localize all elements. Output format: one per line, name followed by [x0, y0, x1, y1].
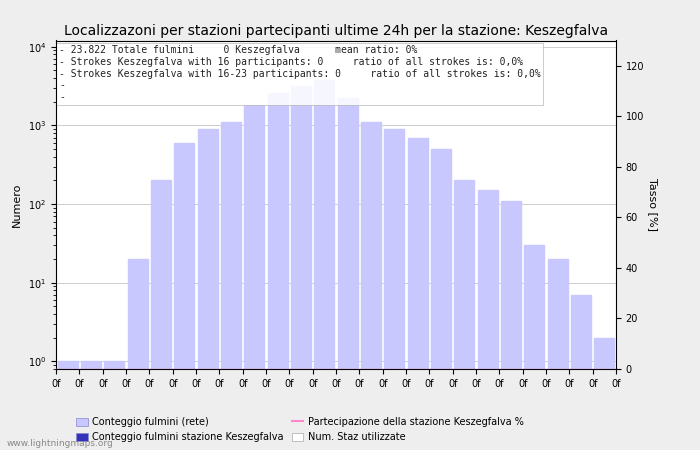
Bar — [524, 245, 545, 450]
Bar — [407, 138, 428, 450]
Y-axis label: Numero: Numero — [12, 183, 22, 227]
Bar — [431, 149, 451, 450]
Bar — [267, 93, 288, 450]
Bar — [501, 201, 521, 450]
Title: Localizzazoni per stazioni partecipanti ultime 24h per la stazione: Keszegfalva: Localizzazoni per stazioni partecipanti … — [64, 24, 608, 38]
Text: - 23.822 Totale fulmini     0 Keszegfalva      mean ratio: 0%
- Strokes Keszegfa: - 23.822 Totale fulmini 0 Keszegfalva me… — [59, 45, 540, 102]
Bar — [81, 361, 101, 450]
Bar — [291, 86, 311, 450]
Bar — [314, 80, 334, 450]
Bar — [571, 295, 591, 450]
Bar — [454, 180, 475, 450]
Bar — [221, 122, 241, 450]
Text: www.lightningmaps.org: www.lightningmaps.org — [7, 439, 113, 448]
Bar — [384, 129, 404, 450]
Bar — [151, 180, 171, 450]
Bar — [104, 361, 125, 450]
Legend: Conteggio fulmini (rete), Conteggio fulmini stazione Keszegfalva, Partecipazione: Conteggio fulmini (rete), Conteggio fulm… — [72, 413, 528, 446]
Bar — [244, 105, 265, 450]
Bar — [594, 338, 615, 450]
Bar — [477, 190, 498, 450]
Bar — [337, 99, 358, 450]
Y-axis label: Tasso [%]: Tasso [%] — [648, 178, 658, 231]
Bar — [174, 143, 195, 450]
Bar — [197, 129, 218, 450]
Bar — [361, 122, 381, 450]
Bar — [57, 361, 78, 450]
Bar — [547, 259, 568, 450]
Bar — [127, 259, 148, 450]
